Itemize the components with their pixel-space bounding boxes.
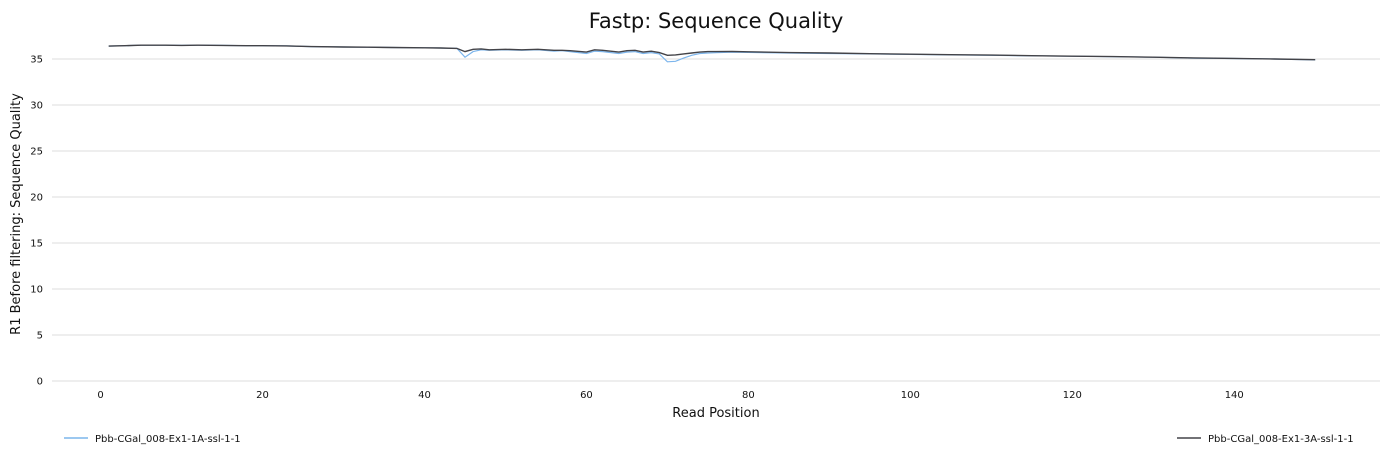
y-tick-label: 30: [30, 101, 43, 112]
x-tick-label: 40: [418, 390, 431, 401]
x-tick-label: 20: [256, 390, 269, 401]
x-tick-label: 100: [901, 390, 920, 401]
x-tick-label: 140: [1225, 390, 1244, 401]
y-tick-label: 0: [37, 377, 43, 388]
legend-item-2[interactable]: Pbb-CGal_008-Ex1-3A-ssl-1-1: [1177, 434, 1354, 445]
y-tick-label: 35: [30, 55, 43, 66]
gridlines: [52, 58, 1380, 382]
y-tick-label: 5: [37, 331, 43, 342]
x-tick-label: 0: [97, 390, 103, 401]
y-tick-label: 10: [30, 285, 43, 296]
legend-item-1[interactable]: Pbb-CGal_008-Ex1-1A-ssl-1-1: [64, 434, 241, 445]
series-line-2[interactable]: [108, 44, 1316, 61]
x-tick-label: 60: [580, 390, 593, 401]
x-tick-label: 120: [1063, 390, 1082, 401]
legend[interactable]: Pbb-CGal_008-Ex1-1A-ssl-1-1 Pbb-CGal_008-…: [64, 434, 1354, 445]
y-tick-label: 20: [30, 193, 43, 204]
x-axis-ticks: 0 20 40 60 80 100 120 140: [97, 390, 1243, 401]
x-tick-label: 80: [742, 390, 755, 401]
legend-label: Pbb-CGal_008-Ex1-1A-ssl-1-1: [95, 434, 241, 445]
x-axis-label: Read Position: [672, 406, 759, 421]
legend-label: Pbb-CGal_008-Ex1-3A-ssl-1-1: [1208, 434, 1354, 445]
y-axis-ticks: 0 5 10 15 20 25 30 35: [30, 55, 43, 388]
series-lines: [108, 44, 1316, 63]
y-axis-label: R1 Before filtering: Sequence Quality: [9, 93, 24, 335]
y-tick-label: 15: [30, 239, 43, 250]
chart-title: Fastp: Sequence Quality: [589, 9, 844, 33]
y-tick-label: 25: [30, 147, 43, 158]
